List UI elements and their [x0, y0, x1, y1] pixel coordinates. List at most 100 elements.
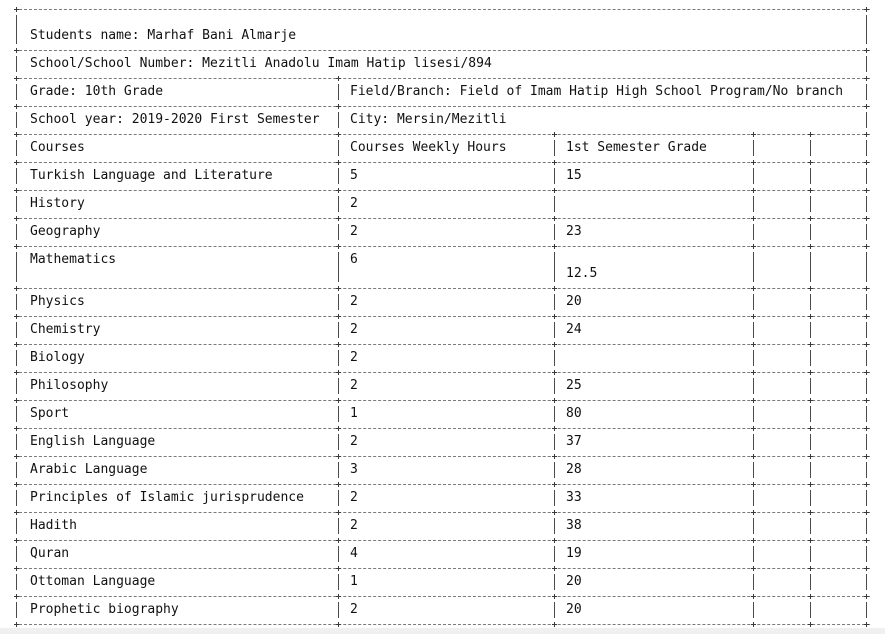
column-divider [338, 322, 339, 338]
column-divider [16, 322, 17, 338]
column-divider [554, 252, 555, 282]
row-divider [14, 190, 870, 191]
column-divider [753, 322, 754, 338]
semester-grade: 15 [566, 168, 582, 183]
course-name: Hadith [30, 518, 77, 533]
semester-grade: 19 [566, 546, 582, 561]
column-divider [753, 490, 754, 506]
row-divider [14, 134, 870, 135]
column-divider [753, 350, 754, 366]
column-divider [338, 350, 339, 366]
column-divider [338, 518, 339, 534]
column-divider [810, 350, 811, 366]
column-divider [753, 406, 754, 422]
weekly-hours: 2 [350, 602, 358, 617]
column-divider [16, 294, 17, 310]
column-divider [810, 168, 811, 184]
semester-grade: 80 [566, 406, 582, 421]
weekly-hours: 2 [350, 224, 358, 239]
column-divider [16, 518, 17, 534]
column-divider [753, 602, 754, 618]
row-divider [14, 106, 870, 107]
column-divider [554, 602, 555, 618]
column-divider [554, 574, 555, 590]
column-divider [866, 196, 867, 212]
row-divider [14, 372, 870, 373]
column-divider [338, 490, 339, 506]
school-year: School year: 2019-2020 First Semester [30, 112, 320, 127]
column-divider [338, 168, 339, 184]
column-divider [554, 196, 555, 212]
column-divider [338, 434, 339, 450]
column-divider [810, 574, 811, 590]
column-divider [753, 434, 754, 450]
course-name: Mathematics [30, 252, 117, 267]
weekly-hours: 2 [350, 434, 358, 449]
student-name: Students name: Marhaf Bani Almarje [30, 28, 297, 43]
column-divider [810, 252, 811, 282]
row-divider [14, 512, 870, 513]
column-divider [866, 574, 867, 590]
column-divider [338, 546, 339, 562]
school-info: School/School Number: Mezitli Anadolu Im… [30, 56, 492, 71]
row-divider [14, 428, 870, 429]
column-divider [810, 140, 811, 156]
weekly-hours: 2 [350, 196, 358, 211]
row-divider [14, 540, 870, 541]
weekly-hours: 2 [350, 322, 358, 337]
column-divider [753, 196, 754, 212]
column-divider [810, 224, 811, 240]
row-divider [14, 344, 870, 345]
weekly-hours: 2 [350, 294, 358, 309]
column-divider [866, 322, 867, 338]
course-name: Sport [30, 406, 70, 421]
column-divider [753, 518, 754, 534]
column-divider [866, 224, 867, 240]
column-divider [16, 490, 17, 506]
row-divider [14, 288, 870, 289]
column-divider [866, 434, 867, 450]
semester-grade: 20 [566, 602, 582, 617]
column-divider [866, 462, 867, 478]
column-divider [16, 602, 17, 618]
column-divider [338, 574, 339, 590]
column-divider [753, 140, 754, 156]
column-divider [554, 518, 555, 534]
column-divider [810, 406, 811, 422]
column-divider [554, 168, 555, 184]
weekly-hours: 2 [350, 350, 358, 365]
row-divider [14, 162, 870, 163]
column-divider [554, 140, 555, 156]
column-divider [866, 490, 867, 506]
row-divider [14, 9, 870, 10]
column-divider [753, 294, 754, 310]
column-divider [866, 252, 867, 282]
semester-grade: 20 [566, 294, 582, 309]
field-branch: Field/Branch: Field of Imam Hatip High S… [350, 84, 844, 99]
weekly-hours: 4 [350, 546, 358, 561]
semester-grade: 24 [566, 322, 582, 337]
row-divider [14, 596, 870, 597]
column-divider [16, 140, 17, 156]
weekly-hours: 1 [350, 406, 358, 421]
column-divider [866, 602, 867, 618]
column-divider [338, 602, 339, 618]
weekly-hours: 2 [350, 378, 358, 393]
column-divider [16, 56, 17, 72]
column-divider [338, 294, 339, 310]
weekly-hours: 3 [350, 462, 358, 477]
column-divider [554, 546, 555, 562]
column-header-courses: Courses [30, 140, 85, 155]
column-divider [16, 434, 17, 450]
row-divider [14, 484, 870, 485]
row-divider [14, 316, 870, 317]
column-divider [338, 196, 339, 212]
course-name: Quran [30, 546, 70, 561]
course-name: Arabic Language [30, 462, 148, 477]
column-divider [338, 462, 339, 478]
column-header-semester-grade: 1st Semester Grade [566, 140, 707, 155]
column-divider [866, 350, 867, 366]
column-divider [810, 462, 811, 478]
column-divider [554, 490, 555, 506]
